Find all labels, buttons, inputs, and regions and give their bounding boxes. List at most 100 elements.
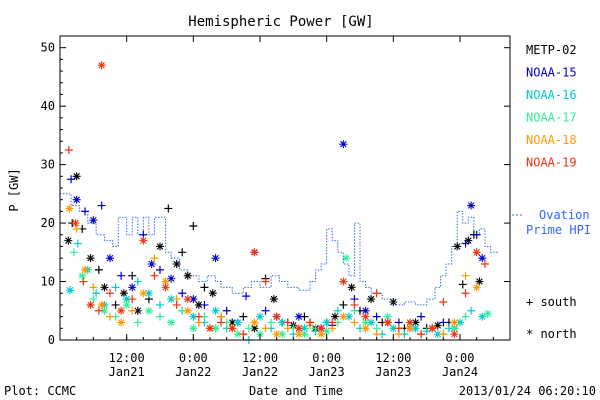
point-noaa-19 <box>217 318 226 327</box>
point-metp-02 <box>239 312 248 321</box>
x-tick-time: 12:00 <box>375 351 411 365</box>
point-noaa-19 <box>406 318 414 327</box>
point-noaa-15 <box>294 312 303 321</box>
series-noaa-18 <box>65 204 481 339</box>
point-noaa-15 <box>242 292 251 301</box>
point-noaa-16 <box>73 239 82 248</box>
x-tick-day: Jan22 <box>242 365 278 379</box>
x-axis-label: Date and Time <box>249 384 343 398</box>
point-metp-02 <box>156 242 164 251</box>
point-noaa-15 <box>89 216 98 225</box>
point-noaa-17 <box>133 318 142 327</box>
point-noaa-15 <box>417 312 426 321</box>
point-metp-02 <box>119 289 128 298</box>
x-tick-day: Jan23 <box>309 365 345 379</box>
legend-ovation-label: Ovation <box>539 208 590 222</box>
point-noaa-18 <box>139 289 148 298</box>
point-metp-02 <box>111 300 120 309</box>
point-noaa-18 <box>361 324 370 333</box>
point-noaa-17 <box>342 254 351 263</box>
point-noaa-15 <box>97 201 106 210</box>
plot-frame <box>59 35 511 341</box>
point-noaa-17 <box>483 309 492 318</box>
point-noaa-19 <box>481 260 489 268</box>
point-noaa-15 <box>147 260 156 268</box>
point-noaa-19 <box>150 271 159 280</box>
point-noaa-16 <box>144 289 153 298</box>
point-noaa-18 <box>350 318 359 327</box>
point-metp-02 <box>453 242 462 251</box>
point-metp-02 <box>164 204 173 213</box>
point-metp-02 <box>339 300 348 309</box>
point-noaa-16 <box>333 306 342 315</box>
point-noaa-15 <box>128 283 137 292</box>
legend-entry: NOAA-18 <box>526 133 577 147</box>
point-noaa-19 <box>71 219 80 228</box>
point-noaa-19 <box>450 330 459 339</box>
point-noaa-19 <box>106 289 114 298</box>
point-noaa-18 <box>406 324 414 333</box>
y-tick-label: 50 <box>41 41 55 55</box>
point-noaa-16 <box>122 295 131 304</box>
point-noaa-19 <box>306 318 314 327</box>
point-metp-02 <box>133 306 142 315</box>
point-metp-02 <box>100 283 109 292</box>
point-noaa-17 <box>89 295 98 304</box>
point-metp-02 <box>433 321 442 330</box>
point-noaa-17 <box>100 306 109 315</box>
point-metp-02 <box>228 318 237 327</box>
point-noaa-15 <box>339 140 348 149</box>
point-noaa-19 <box>206 324 214 333</box>
x-tick-day: Jan22 <box>175 365 211 379</box>
point-noaa-19 <box>372 289 381 298</box>
point-noaa-19 <box>161 283 170 292</box>
legend-marker-north: * north <box>526 327 577 341</box>
point-noaa-15 <box>106 254 114 263</box>
point-metp-02 <box>411 318 420 327</box>
point-noaa-15 <box>439 318 448 327</box>
x-tick-day: Jan21 <box>109 365 145 379</box>
point-metp-02 <box>72 172 81 181</box>
point-noaa-17 <box>450 324 459 333</box>
point-noaa-17 <box>267 318 276 327</box>
point-noaa-19 <box>239 330 248 339</box>
point-noaa-16 <box>66 286 74 295</box>
point-noaa-18 <box>97 300 106 309</box>
point-noaa-17 <box>144 306 153 315</box>
point-noaa-19 <box>439 298 448 306</box>
point-noaa-16 <box>167 295 176 304</box>
point-noaa-15 <box>261 306 270 315</box>
point-noaa-19 <box>117 306 126 315</box>
point-noaa-17 <box>383 312 392 321</box>
y-tick-label: 40 <box>41 99 55 113</box>
point-noaa-19 <box>294 324 303 333</box>
point-noaa-19 <box>228 324 237 333</box>
point-noaa-15 <box>372 312 381 321</box>
point-noaa-15 <box>189 295 198 304</box>
point-noaa-15 <box>361 306 370 315</box>
point-noaa-16 <box>389 324 398 333</box>
point-noaa-17 <box>122 300 131 309</box>
point-noaa-18 <box>72 224 81 233</box>
legend-entry: NOAA-16 <box>526 88 577 102</box>
point-noaa-16 <box>211 306 220 315</box>
point-noaa-16 <box>278 318 287 327</box>
point-noaa-15 <box>467 201 476 210</box>
point-noaa-19 <box>79 277 88 286</box>
y-tick-label: 20 <box>41 216 55 230</box>
point-noaa-19 <box>194 312 203 321</box>
point-noaa-19 <box>86 300 95 309</box>
point-noaa-18 <box>161 277 170 286</box>
point-noaa-19 <box>94 306 103 315</box>
point-noaa-19 <box>417 330 426 339</box>
series-noaa-19 <box>64 61 489 339</box>
point-noaa-16 <box>367 318 376 327</box>
point-noaa-19 <box>64 146 73 154</box>
point-noaa-16 <box>92 289 101 298</box>
point-noaa-18 <box>89 283 98 292</box>
point-noaa-16 <box>300 324 309 333</box>
point-noaa-19 <box>350 300 359 309</box>
x-tick-time: 12:00 <box>242 351 278 365</box>
point-noaa-19 <box>339 277 348 286</box>
point-noaa-19 <box>317 324 326 333</box>
